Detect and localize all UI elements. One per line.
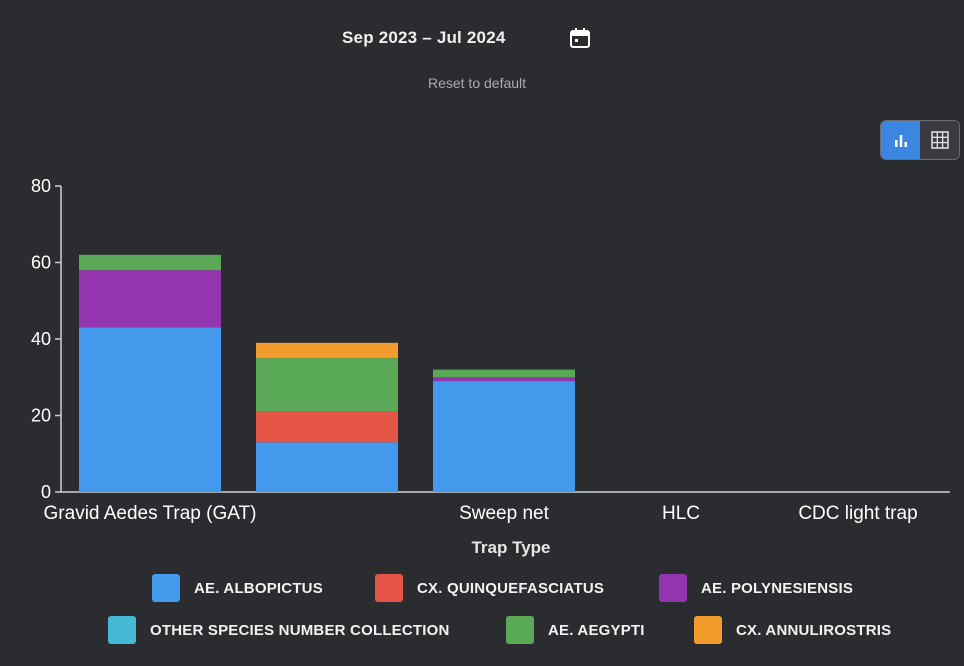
bar-segment — [79, 254, 221, 271]
legend-label: CX. QUINQUEFASCIATUS — [417, 579, 605, 597]
bar-segment — [256, 411, 398, 443]
legend-label: AE. AEGYPTI — [548, 621, 645, 639]
date-range[interactable]: Sep 2023 – Jul 2024 — [342, 28, 506, 47]
legend-swatch — [152, 574, 180, 602]
x-tick-label: HLC — [662, 503, 700, 524]
table-grid-icon — [930, 131, 949, 149]
y-tick-label: 0 — [41, 482, 51, 502]
bar-segment — [256, 358, 398, 412]
x-axis-title: Trap Type — [471, 538, 551, 557]
legend-item[interactable]: OTHER SPECIES NUMBER COLLECTION — [108, 616, 450, 644]
legend-swatch — [506, 616, 534, 644]
reset-label[interactable]: Reset to default — [427, 75, 527, 91]
legend-swatch — [659, 574, 687, 602]
legend-label: OTHER SPECIES NUMBER COLLECTION — [150, 621, 450, 639]
chart-view-button[interactable] — [881, 121, 920, 159]
bar-segment — [433, 369, 575, 378]
view-toggle — [880, 120, 960, 160]
bar-segment — [256, 342, 398, 359]
legend-item[interactable]: AE. ALBOPICTUS — [152, 574, 323, 602]
legend-label: AE. ALBOPICTUS — [194, 579, 323, 597]
x-tick-label: Sweep net — [459, 503, 550, 524]
bar-segment — [433, 377, 575, 382]
x-tick-label: CDC light trap — [798, 503, 917, 524]
legend-label: AE. POLYNESIENSIS — [701, 579, 854, 597]
bar-segment — [433, 381, 575, 492]
y-tick-label: 40 — [31, 329, 51, 349]
bar-chart-icon — [894, 135, 907, 147]
bar-segment — [79, 270, 221, 328]
legend-label: CX. ANNULIROSTRIS — [736, 621, 892, 639]
bar-segment — [79, 327, 221, 492]
legend-item[interactable]: CX. ANNULIROSTRIS — [694, 616, 891, 644]
bar-segment — [256, 442, 398, 492]
calendar-icon[interactable] — [568, 26, 592, 50]
y-tick-label: 60 — [31, 253, 51, 273]
y-tick-label: 20 — [31, 406, 51, 426]
legend-item[interactable]: CX. QUINQUEFASCIATUS — [375, 574, 604, 602]
legend-swatch — [375, 574, 403, 602]
table-view-button[interactable] — [920, 121, 959, 159]
y-tick-label: 80 — [31, 176, 51, 196]
legend-swatch — [108, 616, 136, 644]
legend-swatch — [694, 616, 722, 644]
legend-item[interactable]: AE. AEGYPTI — [506, 616, 645, 644]
legend-item[interactable]: AE. POLYNESIENSIS — [659, 574, 853, 602]
reset-to-default-link[interactable]: Reset to default — [0, 75, 964, 91]
x-tick-label: Gravid Aedes Trap (GAT) — [44, 503, 257, 524]
